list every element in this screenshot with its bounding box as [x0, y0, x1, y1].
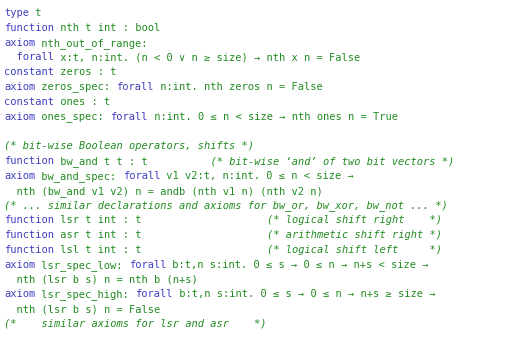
Text: ones_spec:: ones_spec: [35, 112, 110, 121]
Text: n:int. nth zeros n = False: n:int. nth zeros n = False [154, 82, 323, 92]
Text: nth_out_of_range:: nth_out_of_range: [35, 38, 148, 49]
Text: axiom: axiom [4, 112, 35, 121]
Text: type: type [4, 8, 29, 18]
Text: function: function [4, 156, 54, 166]
Text: b:t,n s:int. 0 ≤ s → 0 ≤ n → n+s < size →: b:t,n s:int. 0 ≤ s → 0 ≤ n → n+s < size … [167, 260, 429, 270]
Text: nth t int : bool: nth t int : bool [54, 23, 160, 33]
Text: function: function [4, 230, 54, 240]
Text: (*    similar axioms for lsr and asr    *): (* similar axioms for lsr and asr *) [4, 319, 267, 329]
Text: forall: forall [116, 82, 154, 92]
Text: n:int. 0 ≤ n < size → nth ones n = True: n:int. 0 ≤ n < size → nth ones n = True [148, 112, 398, 121]
Text: (* logical shift left     *): (* logical shift left *) [141, 245, 442, 255]
Text: v1 v2:t, n:int. 0 ≤ n < size →: v1 v2:t, n:int. 0 ≤ n < size → [160, 171, 354, 181]
Text: (* ... similar declarations and axioms for bw_or, bw_xor, bw_not ... *): (* ... similar declarations and axioms f… [4, 200, 448, 211]
Text: b:t,n s:int. 0 ≤ s → 0 ≤ n → n+s ≥ size →: b:t,n s:int. 0 ≤ s → 0 ≤ n → n+s ≥ size … [173, 289, 435, 299]
Text: forall: forall [135, 289, 173, 299]
Text: bw_and t t : t: bw_and t t : t [54, 156, 148, 167]
Text: function: function [4, 23, 54, 33]
Text: (* arithmetic shift right *): (* arithmetic shift right *) [141, 230, 442, 240]
Text: lsl t int : t: lsl t int : t [54, 245, 141, 255]
Text: axiom: axiom [4, 289, 35, 299]
Text: forall: forall [4, 52, 54, 62]
Text: nth (bw_and v1 v2) n = andb (nth v1 n) (nth v2 n): nth (bw_and v1 v2) n = andb (nth v1 n) (… [4, 186, 323, 196]
Text: (* bit-wise Boolean operators, shifts *): (* bit-wise Boolean operators, shifts *) [4, 141, 254, 151]
Text: axiom: axiom [4, 38, 35, 48]
Text: zeros_spec:: zeros_spec: [35, 82, 116, 92]
Text: nth (lsr b s) n = False: nth (lsr b s) n = False [4, 304, 160, 314]
Text: forall: forall [129, 260, 167, 270]
Text: bw_and_spec:: bw_and_spec: [35, 171, 123, 182]
Text: lsr t int : t: lsr t int : t [54, 215, 141, 225]
Text: function: function [4, 245, 54, 255]
Text: axiom: axiom [4, 171, 35, 181]
Text: function: function [4, 215, 54, 225]
Text: axiom: axiom [4, 260, 35, 270]
Text: (* bit-wise ‘and’ of two bit vectors *): (* bit-wise ‘and’ of two bit vectors *) [148, 156, 454, 166]
Text: lsr_spec_high:: lsr_spec_high: [35, 289, 135, 300]
Text: constant: constant [4, 67, 54, 77]
Text: asr t int : t: asr t int : t [54, 230, 141, 240]
Text: t: t [29, 8, 41, 18]
Text: axiom: axiom [4, 82, 35, 92]
Text: lsr_spec_low:: lsr_spec_low: [35, 260, 129, 270]
Text: forall: forall [123, 171, 160, 181]
Text: zeros : t: zeros : t [54, 67, 116, 77]
Text: x:t, n:int. (n < 0 ∨ n ≥ size) → nth x n = False: x:t, n:int. (n < 0 ∨ n ≥ size) → nth x n… [54, 52, 360, 62]
Text: forall: forall [110, 112, 148, 121]
Text: nth (lsr b s) n = nth b (n+s): nth (lsr b s) n = nth b (n+s) [4, 275, 198, 284]
Text: ones : t: ones : t [54, 97, 110, 107]
Text: (* logical shift right    *): (* logical shift right *) [141, 215, 442, 225]
Text: constant: constant [4, 97, 54, 107]
